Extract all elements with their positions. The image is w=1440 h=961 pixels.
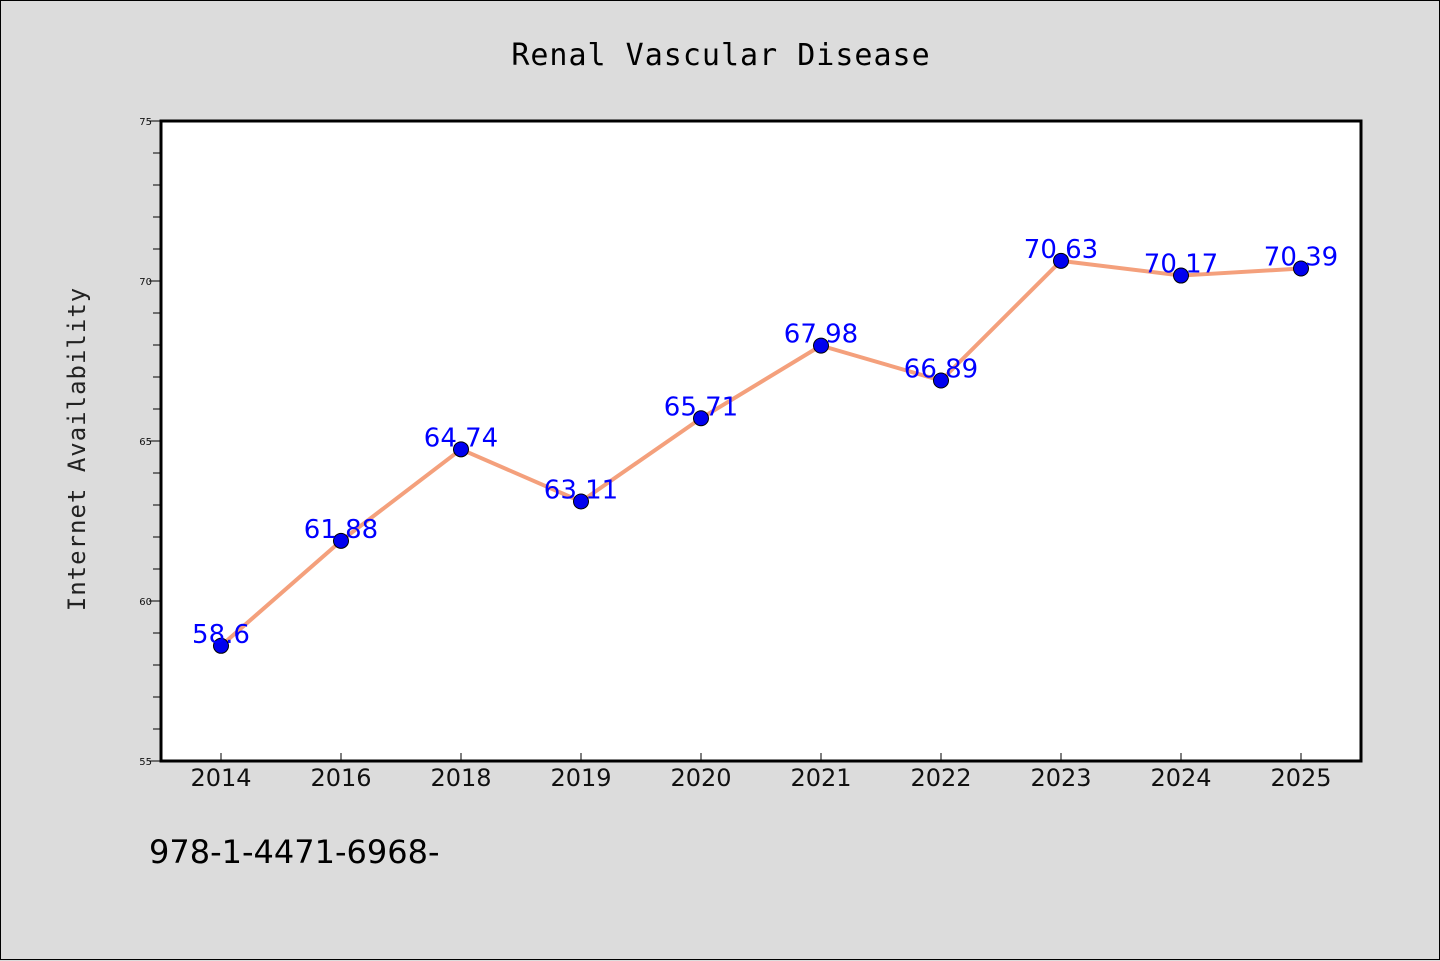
series-line [219,258,1302,648]
chart-title: Renal Vascular Disease [511,38,930,73]
y-tick-label: 55 [139,757,152,768]
x-tick-label: 2022 [910,764,971,792]
data-label: 58.6 [192,620,250,650]
data-label: 64.74 [424,423,498,453]
data-point [933,372,949,389]
data-label: 70.17 [1144,250,1218,280]
x-tick-label: 2025 [1270,764,1331,792]
data-point [1173,267,1189,284]
x-tick-label: 2024 [1150,764,1211,792]
data-point [813,337,829,354]
data-label: 67.98 [784,320,858,350]
data-label: 70.63 [1024,235,1098,265]
series-internet-availability: 58.6 61.88 64.74 63.11 65.71 67.98 66.89 70.63 7… [192,235,1338,654]
x-tick-label: 2023 [1030,764,1091,792]
data-label: 65.71 [664,392,738,422]
data-point [693,410,709,427]
data-label: 66.89 [904,355,978,385]
data-point [573,493,589,510]
y-tick-label: 60 [139,597,152,608]
data-point [1293,260,1309,277]
data-label: 70.39 [1264,243,1338,273]
y-axis-label: Internet Availability [63,287,91,611]
y-tick-label: 70 [139,277,152,288]
y-tick-label: 75 [139,117,152,128]
data-point [453,441,469,458]
x-axis: 2014 2016 2018 2019 2020 2021 2022 2023 2024 2025 [190,753,1332,792]
data-label: 63.11 [544,475,618,505]
x-tick-label: 2014 [190,764,251,792]
x-tick-label: 2019 [550,764,611,792]
x-tick-label: 2021 [790,764,851,792]
data-point [333,532,349,549]
data-label: 61.88 [304,515,378,545]
y-axis: 55 60 65 70 75 [139,117,161,768]
y-tick-label: 65 [139,437,152,448]
x-tick-label: 2016 [310,764,371,792]
x-tick-label: 2018 [430,764,491,792]
data-point [1053,252,1069,269]
data-point [213,637,229,654]
footer-code: 978-1-4471-6968- [149,833,440,871]
plot-area [159,119,1363,763]
x-tick-label: 2020 [670,764,731,792]
